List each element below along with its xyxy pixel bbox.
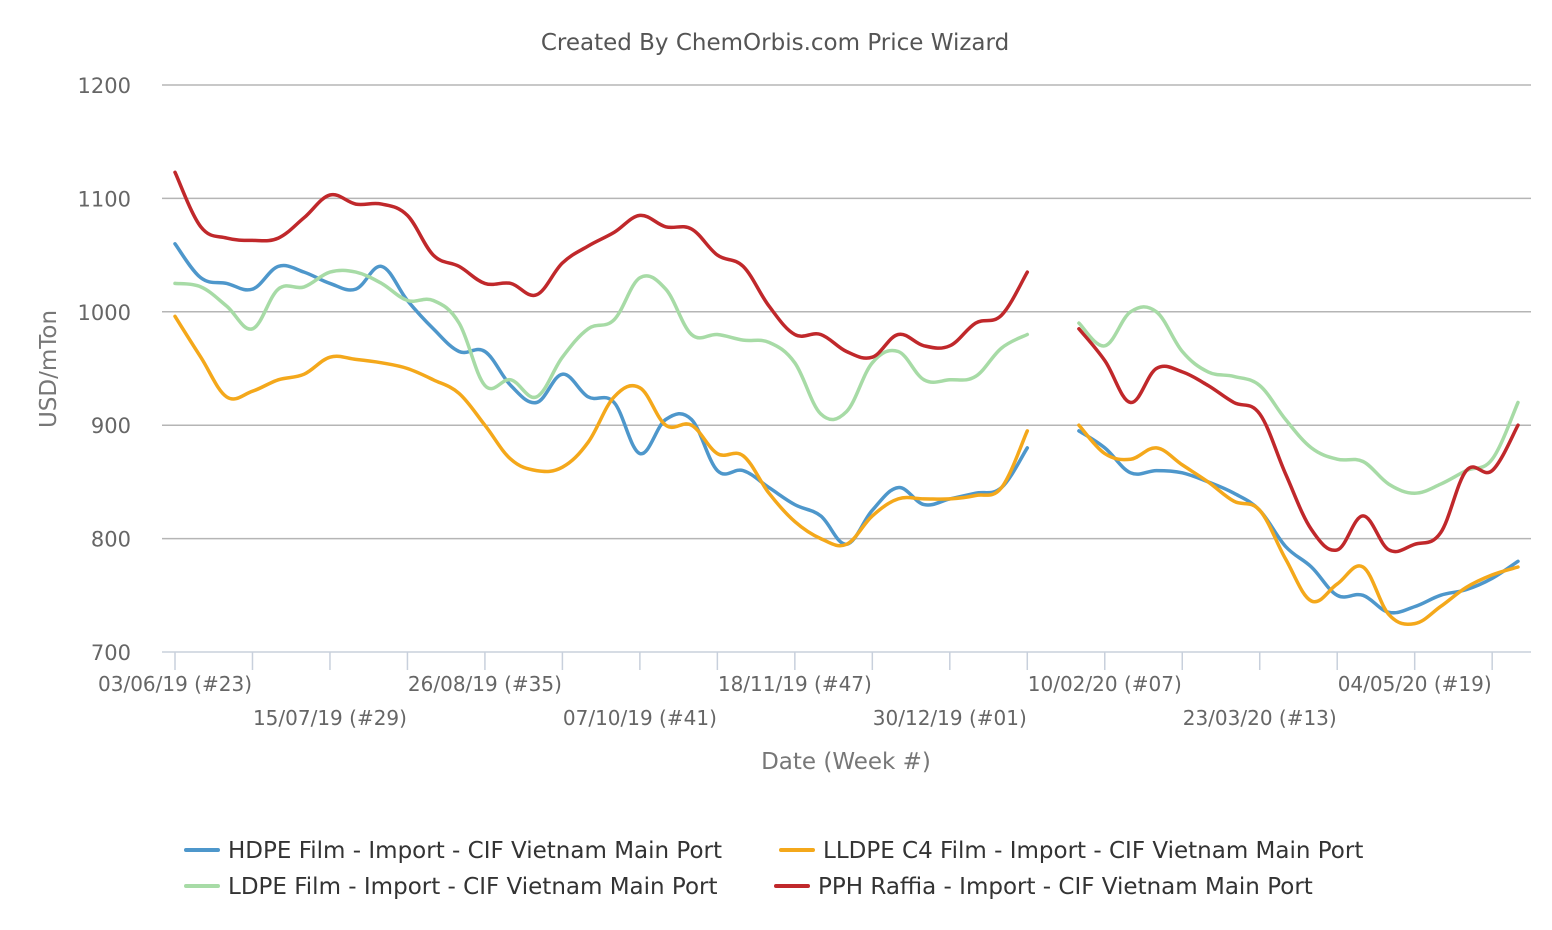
series-line-lldpe xyxy=(173,314,1030,548)
series-lines xyxy=(173,170,1520,627)
legend-label: LDPE Film - Import - CIF Vietnam Main Po… xyxy=(228,874,718,900)
x-tick-label: 10/02/20 (#07) xyxy=(1028,672,1182,696)
legend: HDPE Film - Import - CIF Vietnam Main Po… xyxy=(184,838,1363,900)
x-axis-ticks: 03/06/19 (#23)15/07/19 (#29)26/08/19 (#3… xyxy=(98,652,1493,730)
series-line-pph xyxy=(173,170,1030,360)
y-tick-label: 1000 xyxy=(78,301,131,325)
y-tick-label: 1200 xyxy=(78,74,131,98)
y-tick-label: 700 xyxy=(91,641,131,665)
legend-item-lldpe[interactable]: LLDPE C4 Film - Import - CIF Vietnam Mai… xyxy=(779,838,1363,864)
x-tick-label: 04/05/20 (#19) xyxy=(1338,672,1492,696)
legend-label: LLDPE C4 Film - Import - CIF Vietnam Mai… xyxy=(823,838,1363,864)
x-tick-label: 18/11/19 (#47) xyxy=(718,672,872,696)
grid-lines xyxy=(162,84,1531,540)
x-tick-label: 30/12/19 (#01) xyxy=(873,706,1027,730)
x-tick-label: 15/07/19 (#29) xyxy=(253,706,407,730)
x-tick-label: 23/03/20 (#13) xyxy=(1183,706,1337,730)
legend-item-ldpe[interactable]: LDPE Film - Import - CIF Vietnam Main Po… xyxy=(184,874,718,900)
y-axis-title: USD/mTon xyxy=(36,310,62,428)
x-tick-label: 07/10/19 (#41) xyxy=(563,706,717,730)
y-axis-ticks: 700 800 900 1000 1100 1200 xyxy=(78,74,131,665)
series-line-ldpe xyxy=(173,268,1030,422)
series-line-pph xyxy=(1077,327,1520,554)
series-line-lldpe xyxy=(1077,423,1520,627)
y-tick-label: 800 xyxy=(91,528,131,552)
x-tick-label: 26/08/19 (#35) xyxy=(408,672,562,696)
y-tick-label: 900 xyxy=(91,414,131,438)
series-line-ldpe xyxy=(1077,305,1520,495)
y-tick-label: 1100 xyxy=(78,187,131,211)
legend-label: PPH Raffia - Import - CIF Vietnam Main P… xyxy=(818,874,1313,900)
legend-label: HDPE Film - Import - CIF Vietnam Main Po… xyxy=(228,838,722,864)
legend-item-pph[interactable]: PPH Raffia - Import - CIF Vietnam Main P… xyxy=(774,874,1313,900)
legend-item-hdpe[interactable]: HDPE Film - Import - CIF Vietnam Main Po… xyxy=(184,838,722,864)
x-axis-title: Date (Week #) xyxy=(761,749,931,775)
series-line-hdpe xyxy=(1077,429,1520,615)
chart-title: Created By ChemOrbis.com Price Wizard xyxy=(541,30,1009,56)
x-tick-label: 03/06/19 (#23) xyxy=(98,672,252,696)
